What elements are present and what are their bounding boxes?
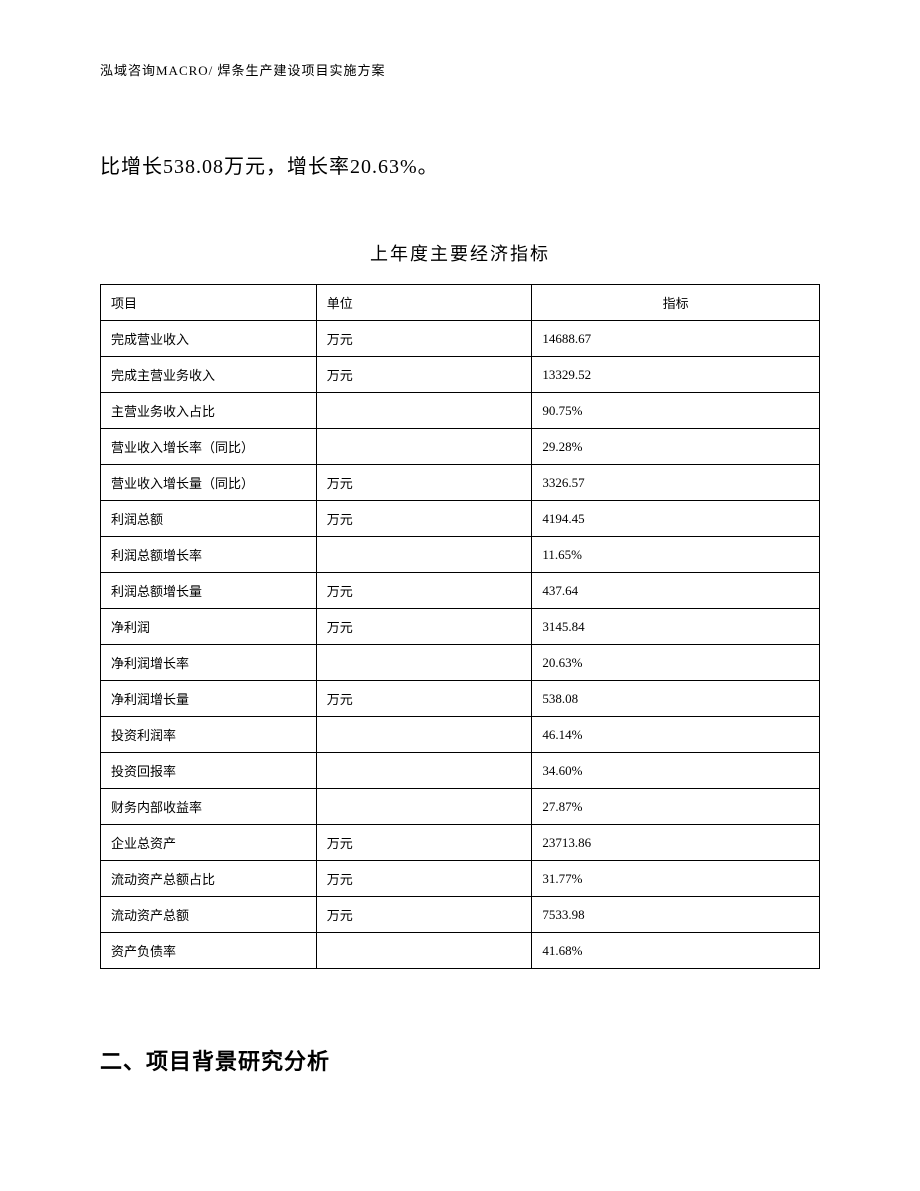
cell-value: 3326.57	[532, 465, 820, 501]
cell-value: 41.68%	[532, 933, 820, 969]
cell-value: 4194.45	[532, 501, 820, 537]
cell-value: 538.08	[532, 681, 820, 717]
cell-value: 34.60%	[532, 753, 820, 789]
cell-item: 营业收入增长率（同比）	[101, 429, 317, 465]
cell-item: 流动资产总额	[101, 897, 317, 933]
cell-item: 净利润增长量	[101, 681, 317, 717]
table-row: 投资利润率 46.14%	[101, 717, 820, 753]
table-title: 上年度主要经济指标	[100, 240, 820, 266]
cell-item: 净利润	[101, 609, 317, 645]
cell-unit: 万元	[316, 897, 532, 933]
table-row: 利润总额增长率 11.65%	[101, 537, 820, 573]
cell-value: 11.65%	[532, 537, 820, 573]
cell-item: 利润总额增长量	[101, 573, 317, 609]
cell-item: 投资利润率	[101, 717, 317, 753]
cell-value: 23713.86	[532, 825, 820, 861]
cell-unit	[316, 537, 532, 573]
table-row: 投资回报率 34.60%	[101, 753, 820, 789]
table-row: 利润总额增长量 万元 437.64	[101, 573, 820, 609]
cell-item: 流动资产总额占比	[101, 861, 317, 897]
table-row: 流动资产总额 万元 7533.98	[101, 897, 820, 933]
page-header: 泓域咨询MACRO/ 焊条生产建设项目实施方案	[100, 60, 820, 79]
cell-item: 投资回报率	[101, 753, 317, 789]
cell-unit	[316, 429, 532, 465]
cell-item: 净利润增长率	[101, 645, 317, 681]
cell-item: 利润总额增长率	[101, 537, 317, 573]
cell-value: 29.28%	[532, 429, 820, 465]
cell-value: 20.63%	[532, 645, 820, 681]
cell-item: 资产负债率	[101, 933, 317, 969]
table-header-row: 项目 单位 指标	[101, 285, 820, 321]
cell-value: 27.87%	[532, 789, 820, 825]
cell-item: 营业收入增长量（同比）	[101, 465, 317, 501]
table-row: 财务内部收益率 27.87%	[101, 789, 820, 825]
cell-unit	[316, 789, 532, 825]
cell-unit: 万元	[316, 861, 532, 897]
cell-unit	[316, 933, 532, 969]
cell-value: 7533.98	[532, 897, 820, 933]
column-header-unit: 单位	[316, 285, 532, 321]
table-row: 利润总额 万元 4194.45	[101, 501, 820, 537]
table-body: 完成营业收入 万元 14688.67 完成主营业务收入 万元 13329.52 …	[101, 321, 820, 969]
economic-indicators-table: 项目 单位 指标 完成营业收入 万元 14688.67 完成主营业务收入 万元 …	[100, 284, 820, 969]
cell-value: 3145.84	[532, 609, 820, 645]
cell-unit	[316, 645, 532, 681]
cell-unit: 万元	[316, 465, 532, 501]
cell-unit: 万元	[316, 573, 532, 609]
cell-item: 企业总资产	[101, 825, 317, 861]
table-row: 完成主营业务收入 万元 13329.52	[101, 357, 820, 393]
cell-item: 主营业务收入占比	[101, 393, 317, 429]
cell-unit: 万元	[316, 357, 532, 393]
cell-unit: 万元	[316, 321, 532, 357]
cell-value: 437.64	[532, 573, 820, 609]
cell-item: 利润总额	[101, 501, 317, 537]
cell-unit: 万元	[316, 501, 532, 537]
body-paragraph: 比增长538.08万元，增长率20.63%。	[100, 149, 820, 185]
section-heading: 二、项目背景研究分析	[100, 1044, 820, 1076]
column-header-value: 指标	[532, 285, 820, 321]
table-row: 营业收入增长率（同比） 29.28%	[101, 429, 820, 465]
cell-value: 14688.67	[532, 321, 820, 357]
cell-value: 46.14%	[532, 717, 820, 753]
table-row: 净利润 万元 3145.84	[101, 609, 820, 645]
cell-value: 90.75%	[532, 393, 820, 429]
cell-unit	[316, 753, 532, 789]
cell-item: 完成主营业务收入	[101, 357, 317, 393]
cell-unit: 万元	[316, 825, 532, 861]
cell-unit: 万元	[316, 681, 532, 717]
cell-unit	[316, 393, 532, 429]
column-header-item: 项目	[101, 285, 317, 321]
table-row: 企业总资产 万元 23713.86	[101, 825, 820, 861]
table-row: 净利润增长量 万元 538.08	[101, 681, 820, 717]
table-row: 主营业务收入占比 90.75%	[101, 393, 820, 429]
table-row: 营业收入增长量（同比） 万元 3326.57	[101, 465, 820, 501]
table-row: 资产负债率 41.68%	[101, 933, 820, 969]
cell-unit	[316, 717, 532, 753]
cell-value: 31.77%	[532, 861, 820, 897]
cell-item: 完成营业收入	[101, 321, 317, 357]
table-row: 流动资产总额占比 万元 31.77%	[101, 861, 820, 897]
table-row: 净利润增长率 20.63%	[101, 645, 820, 681]
table-row: 完成营业收入 万元 14688.67	[101, 321, 820, 357]
cell-unit: 万元	[316, 609, 532, 645]
cell-value: 13329.52	[532, 357, 820, 393]
cell-item: 财务内部收益率	[101, 789, 317, 825]
